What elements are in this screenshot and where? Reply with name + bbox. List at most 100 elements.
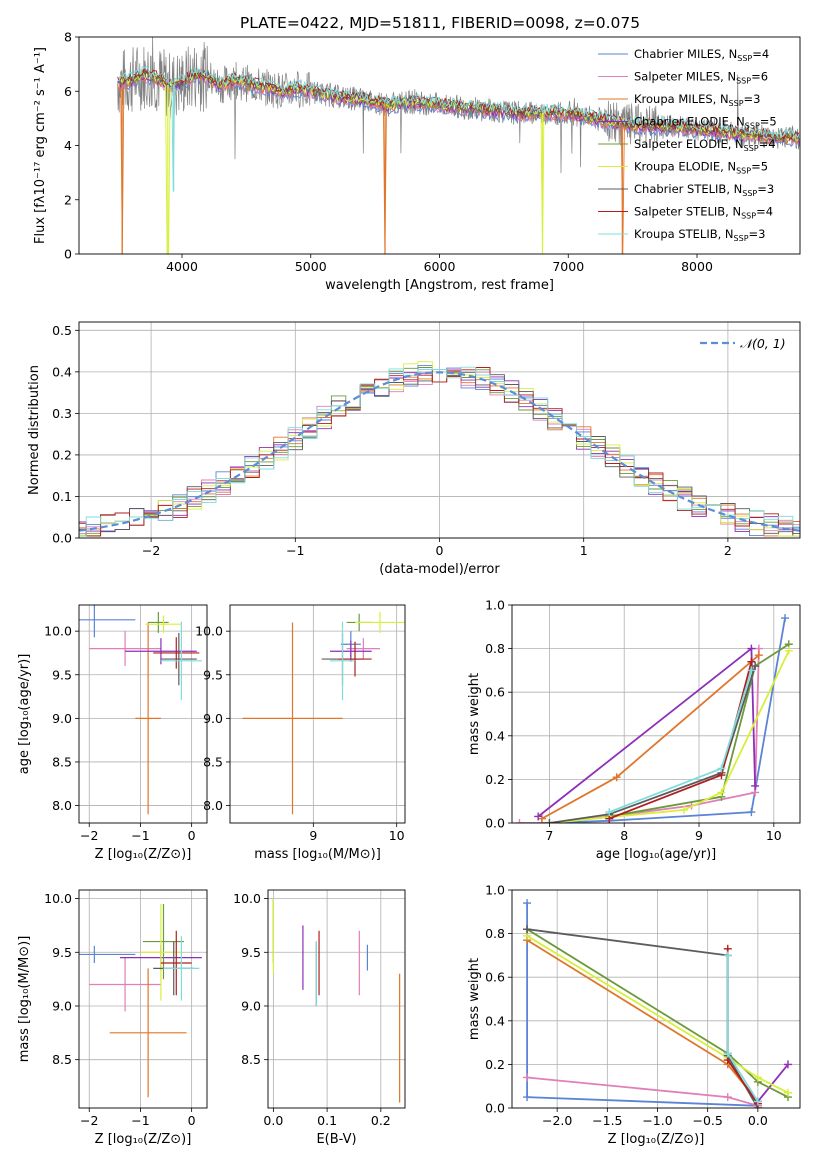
legend-sub: SSP [741,212,756,221]
chart-z_mass: −2 −1 0 8.5 9.0 9.5 10.0 Z [log₁₀(Z/Z⊙)] mass [l… [17,889,208,1147]
weight-marker [753,1073,762,1082]
y-axis-label: mass weight [467,673,482,755]
weight-marker [723,1049,732,1058]
legend-sub: SSP [737,54,752,63]
weight-marker [753,1097,762,1106]
legend-sub: SSP [736,167,751,176]
weight-marker [523,1073,532,1082]
y-axis-label: mass [log₁₀(M/M⊙)] [17,936,32,1063]
y-tick-label: 8.0 [52,798,72,813]
y-tick-label: 9.5 [52,945,72,960]
weight-marker [784,646,793,655]
data-point [330,640,372,662]
y-tick-label: 9.0 [241,998,261,1013]
x-tick-label: −1.5 [592,1113,622,1128]
x-tick-label: −1 [131,1113,149,1128]
weight-marker [515,819,524,823]
y-tick-label: 10.0 [44,624,72,639]
y-tick-label: 1.0 [485,883,505,898]
x-axis-label: E(B-V) [316,1132,356,1147]
chart-residuals: −2 −1 0 1 2 0.0 0.1 0.2 0.3 0.4 0.5 𝒩(0, 1) (data-mo… [27,321,801,577]
data-point [135,622,161,815]
y-tick-label: 0.8 [485,641,505,656]
data-point [79,945,136,964]
data-point [346,638,380,660]
histogram-kroupa-stelib [79,366,800,537]
weight-marker [781,614,790,623]
plot-frame [78,889,208,1109]
legend-entry: Salpeter MILES, NSSP=6 [634,70,768,86]
y-tick-label: 8.5 [203,754,223,769]
weight-series-kroupa-miles [541,654,760,820]
data-point [79,605,136,638]
x-tick-label: −2 [80,828,98,843]
x-tick-label: 0 [436,543,444,558]
data-point [160,930,192,996]
y-tick-label: 0.2 [485,772,505,787]
legend-suffix: =3 [757,182,774,196]
y-tick-label: 8.5 [52,1052,72,1067]
x-tick-label: 7000 [552,259,584,274]
weight-series-salpeter-stelib [726,948,759,1105]
x-tick-label: 0 [188,828,196,843]
data-point [143,903,184,980]
legend-entry: Salpeter STELIB, NSSP=4 [634,205,773,221]
x-axis-label: wavelength [Angstrom, rest frame] [325,278,554,293]
y-tick-label: 9.0 [52,711,72,726]
x-tick-label: 0 [188,1113,196,1128]
spectrum-lines [117,37,800,254]
legend-sub: SSP [734,234,749,243]
weight-marker [612,773,621,782]
data-point [89,631,161,667]
legend-label: Chabrier STELIB, N [634,182,742,196]
chart-mass_age: 9 10 8.0 8.5 9.0 9.5 10.0 mass [log₁₀(M/M⊙)] [195,604,406,862]
legend-label: Salpeter MILES, N [634,70,736,84]
error-bars [79,605,202,815]
x-tick-label: −2 [80,1113,98,1128]
chart-spectrum: 4000 5000 6000 7000 8000 0 2 4 6 8 Chabrier MILES,… [33,30,801,293]
weight-series-chabrier-miles [541,617,786,823]
y-tick-label: 0.1 [52,489,72,504]
weight-marker [545,819,554,823]
data-point [148,611,169,633]
y-tick-label: 6 [64,84,72,99]
weight-marker [717,764,726,773]
x-tick-label: 7 [545,828,553,843]
figure-title: PLATE=0422, MJD=51811, FIBERID=0098, z=0… [240,14,640,32]
x-tick-label: 9 [695,828,703,843]
x-axis-label: (data-model)/error [379,562,500,577]
x-axis-label: age [log₁₀(age/yr)] [596,847,717,862]
plot-frame [267,889,406,1109]
data-point [140,903,182,1001]
weight-marker [723,1093,732,1102]
legend-label: Kroupa MILES, N [634,92,729,106]
legend-suffix: =4 [752,47,769,61]
data-point [160,621,202,701]
legend-suffix: =6 [751,70,768,84]
legend-sub: SSP [744,144,759,153]
y-axis-label: mass weight [467,958,482,1040]
legend-entry: Salpeter ELODIE, NSSP=4 [634,137,776,153]
model-spectrum-salpeter-elodie [117,69,800,143]
weight-marker [747,657,756,666]
y-tick-label: 10.0 [195,624,223,639]
weight-marker [523,1093,532,1102]
x-tick-label: 9 [309,828,317,843]
x-axis-label: Z [log₁₀(Z/Z⊙)] [95,1132,192,1147]
x-tick-label: 0.0 [748,1113,768,1128]
model-spectrum-kroupa-stelib [117,66,800,192]
x-tick-label: −2 [142,543,160,558]
weight-marker [534,812,543,821]
weight-marker [783,1060,792,1069]
data-point [153,637,200,669]
y-tick-label: 9.5 [203,667,223,682]
weight-series-salpeter-elodie [609,643,790,818]
y-tick-label: 10.0 [44,891,72,906]
legend-entry: Kroupa MILES, NSSP=3 [634,92,760,108]
weight-lines [523,899,792,1108]
plot-frame [511,604,801,824]
weight-marker [783,1088,792,1097]
y-tick-label: 0.6 [485,970,505,985]
legend-suffix: =4 [759,137,776,151]
x-tick-label: −0.5 [692,1113,722,1128]
